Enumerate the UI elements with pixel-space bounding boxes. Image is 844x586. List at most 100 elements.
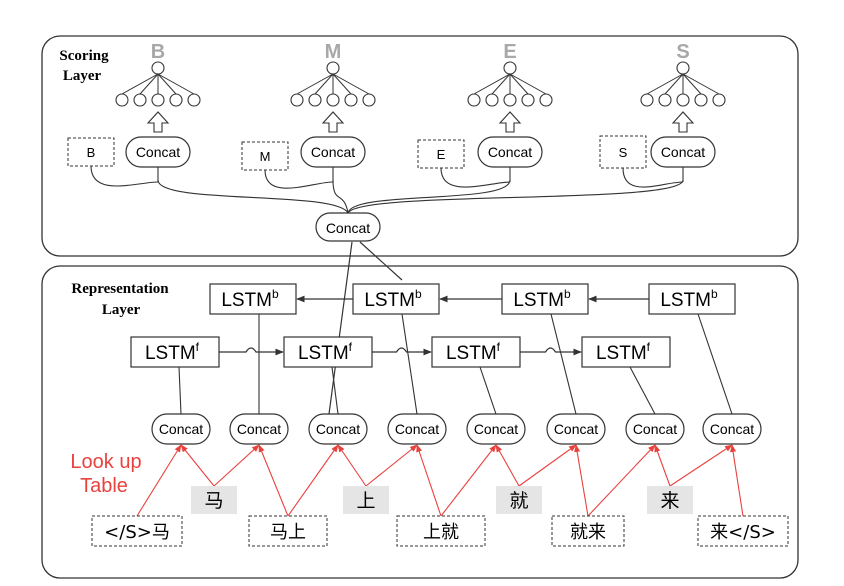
lstm-label: LSTMf bbox=[145, 340, 200, 364]
representation-layer-title-line1: Representation bbox=[71, 281, 169, 297]
lookup-char-3: 就 bbox=[496, 486, 542, 514]
lookup-bigram-label: 马上 bbox=[270, 522, 306, 543]
scoring-layer-title-line2: Layer bbox=[63, 68, 102, 84]
hidden-node bbox=[187, 93, 201, 107]
rep-concat-node-7: Concat bbox=[625, 413, 685, 445]
up-arrow-icon bbox=[498, 111, 522, 133]
score-label-m: M bbox=[325, 41, 342, 63]
bigram-lookup-edge bbox=[258, 444, 289, 517]
hidden-node bbox=[169, 93, 183, 107]
bigram-lookup-edge bbox=[416, 444, 442, 517]
rep-concat-label: Concat bbox=[710, 421, 754, 437]
fanout-edge bbox=[509, 73, 547, 95]
rep-concat-label: Concat bbox=[474, 421, 518, 437]
scoring-unit-b: B Concat B bbox=[67, 41, 349, 214]
bigram-lookup-edge bbox=[587, 444, 656, 517]
fanout-edge bbox=[296, 73, 334, 95]
concat-to-lstm-f-edge bbox=[479, 366, 497, 415]
hidden-node bbox=[694, 93, 708, 107]
char-lookup-edge bbox=[669, 444, 733, 487]
bigram-lookup-edge bbox=[136, 444, 182, 517]
scoring-unit-e: E Concat E bbox=[347, 41, 553, 214]
lookup-char-4: 来 bbox=[647, 486, 693, 514]
lookup-label-line1: Look up bbox=[70, 451, 141, 473]
lstm-label: LSTMb bbox=[364, 287, 422, 311]
lstm-label: LSTMf bbox=[596, 340, 651, 364]
hidden-node bbox=[344, 93, 358, 107]
lstm-forward-arrow bbox=[372, 347, 432, 356]
score-concat-label: Concat bbox=[311, 144, 355, 160]
lookup-char-label: 就 bbox=[509, 490, 528, 512]
lstm-forward-2: LSTMf bbox=[283, 336, 373, 368]
lstm-backward-2: LSTMb bbox=[352, 283, 440, 315]
rep-concat-node-1: Concat bbox=[151, 413, 211, 445]
scoring-unit-m: M Concat M bbox=[241, 41, 376, 214]
score-concat-label: Concat bbox=[661, 144, 705, 160]
rep-concat-label: Concat bbox=[633, 421, 677, 437]
hidden-node bbox=[151, 93, 165, 107]
representation-layer-panel bbox=[41, 265, 799, 579]
lookup-bigram-label: 就来 bbox=[570, 522, 606, 543]
lookup-label-line2: Table bbox=[80, 475, 128, 497]
output-node bbox=[326, 61, 340, 75]
rep-concat-node-3: Concat bbox=[308, 413, 368, 445]
bigram-lookup-edge bbox=[730, 444, 744, 517]
rep-concat-node-6: Concat bbox=[546, 413, 606, 445]
bigram-lookup-edge bbox=[574, 444, 589, 517]
tag-to-merge-edge bbox=[622, 167, 684, 188]
up-arrow-icon bbox=[146, 111, 170, 133]
concat-to-lstm-b-edge bbox=[550, 313, 577, 415]
score-to-central-edge bbox=[332, 179, 349, 214]
fanout-edge bbox=[139, 73, 159, 95]
score-to-central-edge bbox=[347, 179, 511, 214]
fanout-edge bbox=[157, 73, 177, 95]
char-lookup-edge bbox=[365, 444, 418, 487]
lookup-bigram-5: 来</S> bbox=[697, 515, 789, 547]
tag-to-merge-edge bbox=[264, 169, 334, 189]
lookup-bigram-1: </S>马 bbox=[91, 515, 183, 547]
central-concat-node: Concat bbox=[315, 212, 381, 242]
up-arrow-icon bbox=[321, 111, 345, 133]
lstm-backward-3: LSTMb bbox=[501, 283, 589, 315]
concat-to-lstm-f-edge bbox=[629, 366, 656, 415]
hidden-node bbox=[485, 93, 499, 107]
fanout-edge bbox=[121, 73, 159, 95]
lookup-char-label: 上 bbox=[356, 490, 375, 512]
rep-concat-node-4: Concat bbox=[387, 413, 447, 445]
score-to-central-edge bbox=[157, 179, 349, 214]
concat-to-lstm-b-edge bbox=[697, 313, 733, 415]
lookup-bigram-label: </S>马 bbox=[104, 522, 170, 543]
char-lookup-edge bbox=[337, 444, 367, 487]
tag-to-merge-edge bbox=[440, 167, 511, 188]
score-label-e: E bbox=[503, 41, 516, 63]
hidden-node bbox=[712, 93, 726, 107]
lookup-char-1: 马 bbox=[191, 486, 237, 514]
tag-box-label: B bbox=[87, 145, 96, 160]
rep-concat-node-5: Concat bbox=[466, 413, 526, 445]
scoring-layer-title-line1: Scoring bbox=[59, 48, 109, 64]
char-lookup-edge bbox=[518, 444, 577, 487]
tag-box-label: S bbox=[619, 145, 628, 160]
hidden-node bbox=[539, 93, 553, 107]
tag-box-label: M bbox=[260, 149, 271, 164]
hidden-node bbox=[326, 93, 340, 107]
lookup-bigram-4: 就来 bbox=[551, 515, 625, 547]
concat-to-lstm-f-edge bbox=[331, 366, 339, 415]
rep-concat-node-8: Concat bbox=[702, 413, 762, 445]
lookup-bigram-2: 马上 bbox=[248, 515, 328, 547]
score-label-b: B bbox=[151, 41, 165, 63]
lstm-label: LSTMb bbox=[221, 287, 279, 311]
lookup-bigram-label: 上就 bbox=[423, 522, 459, 543]
scoring-unit-s: S Concat S bbox=[347, 41, 726, 214]
lstm-forward-arrow bbox=[219, 347, 284, 356]
lstm-label: LSTMb bbox=[513, 287, 571, 311]
lookup-char-2: 上 bbox=[343, 486, 389, 514]
hidden-node bbox=[521, 93, 535, 107]
rep-concat-label: Concat bbox=[159, 421, 203, 437]
char-lookup-edge bbox=[495, 444, 520, 487]
lookup-char-label: 马 bbox=[204, 490, 223, 512]
fanout-edge bbox=[314, 73, 334, 95]
fanout-edge bbox=[509, 73, 529, 95]
rep-concat-label: Concat bbox=[237, 421, 281, 437]
